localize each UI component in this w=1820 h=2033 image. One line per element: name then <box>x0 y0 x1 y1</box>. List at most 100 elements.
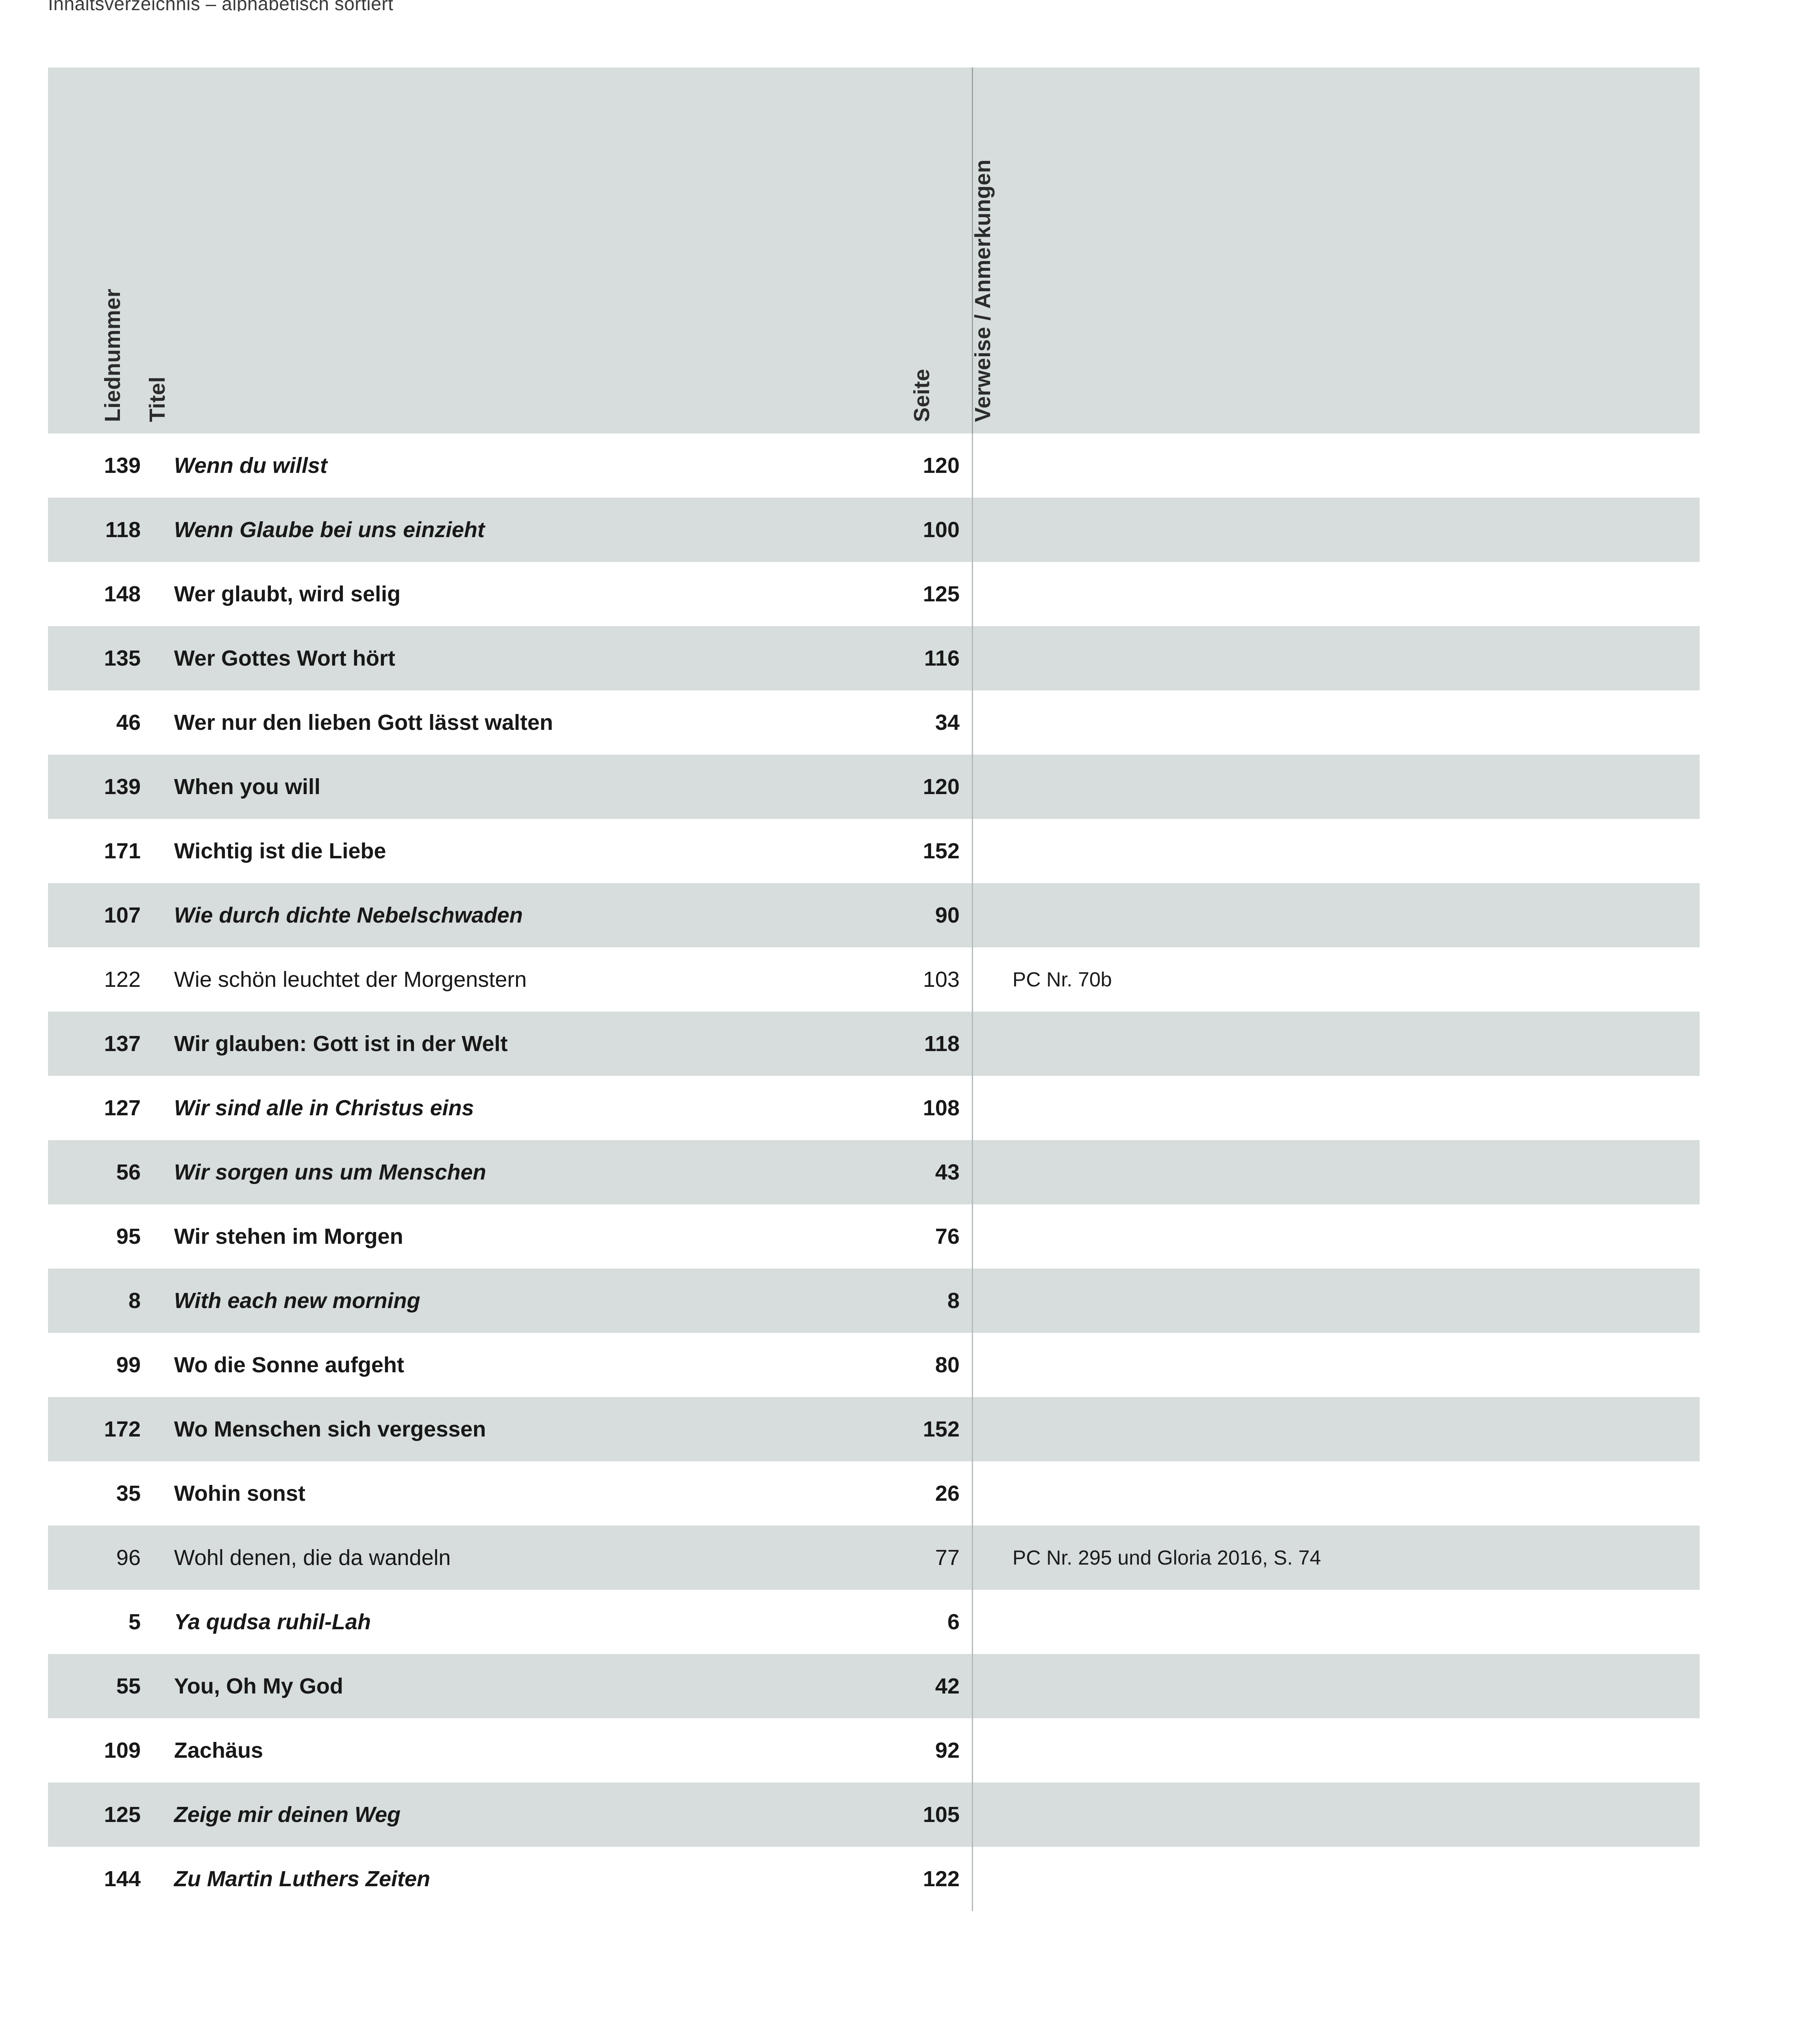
cell-titel: Wer glaubt, wird selig <box>174 582 401 606</box>
cell-liednummer: 109 <box>104 1738 141 1763</box>
cell-seite: 26 <box>935 1481 960 1506</box>
cell-seite: 120 <box>923 775 960 799</box>
cell-liednummer: 46 <box>116 710 141 735</box>
cell-titel: Wer Gottes Wort hört <box>174 646 396 670</box>
column-header-liednummer: Liednummer <box>100 288 125 422</box>
cell-titel: Ya qudsa ruhil-Lah <box>174 1610 371 1634</box>
cell-liednummer: 56 <box>116 1160 141 1184</box>
header-column-divider <box>972 67 973 433</box>
cell-liednummer: 139 <box>104 453 141 478</box>
cell-liednummer: 118 <box>105 518 141 542</box>
cell-seite: 118 <box>924 1032 960 1056</box>
body-column-divider <box>972 433 973 1911</box>
cell-liednummer: 95 <box>116 1224 141 1249</box>
cell-liednummer: 144 <box>104 1867 141 1891</box>
cell-titel: Wichtig ist die Liebe <box>174 839 386 863</box>
table-row: 99 Wo die Sonne aufgeht 80 <box>48 1333 1700 1397</box>
table-row: 137 Wir glauben: Gott ist in der Welt 118 <box>48 1012 1700 1076</box>
cell-seite: 125 <box>923 582 960 606</box>
column-header-titel: Titel <box>145 376 170 422</box>
cell-seite: 8 <box>947 1289 960 1313</box>
cell-titel: When you will <box>174 775 320 799</box>
cell-liednummer: 148 <box>104 582 141 606</box>
table-row: 118 Wenn Glaube bei uns einzieht 100 <box>48 498 1700 562</box>
cell-liednummer: 55 <box>116 1674 141 1698</box>
song-index-table: Liednummer Titel Seite Verweise / Anmerk… <box>48 67 1700 1911</box>
table-row: 139 Wenn du willst 120 <box>48 433 1700 498</box>
cell-liednummer: 125 <box>104 1802 141 1827</box>
cell-liednummer: 96 <box>116 1545 141 1570</box>
table-row: 46 Wer nur den lieben Gott lässt walten 34 <box>48 690 1700 755</box>
cell-seite: 76 <box>935 1224 960 1249</box>
cell-titel: Wie schön leuchtet der Morgenstern <box>174 967 527 992</box>
cell-titel: Zeige mir deinen Weg <box>174 1802 401 1827</box>
table-row: 148 Wer glaubt, wird selig 125 <box>48 562 1700 626</box>
cell-seite: 34 <box>935 710 960 735</box>
table-row: 139 When you will 120 <box>48 755 1700 819</box>
table-row: 56 Wir sorgen uns um Menschen 43 <box>48 1140 1700 1204</box>
cell-seite: 80 <box>935 1353 960 1377</box>
cell-verweise: PC Nr. 295 und Gloria 2016, S. 74 <box>1012 1546 1321 1569</box>
cell-liednummer: 135 <box>104 646 141 670</box>
table-row: 107 Wie durch dichte Nebelschwaden 90 <box>48 883 1700 947</box>
table-row: 95 Wir stehen im Morgen 76 <box>48 1204 1700 1269</box>
table-row: 35 Wohin sonst 26 <box>48 1461 1700 1526</box>
cell-liednummer: 122 <box>104 967 141 992</box>
table-row: 5 Ya qudsa ruhil-Lah 6 <box>48 1590 1700 1654</box>
cell-seite: 116 <box>924 646 960 670</box>
cell-liednummer: 5 <box>128 1610 141 1634</box>
table-row: 172 Wo Menschen sich vergessen 152 <box>48 1397 1700 1461</box>
cell-titel: Wenn du willst <box>174 453 327 478</box>
cell-liednummer: 137 <box>104 1032 141 1056</box>
cell-seite: 152 <box>923 839 960 863</box>
cell-seite: 90 <box>935 903 960 927</box>
table-row: 8 With each new morning 8 <box>48 1269 1700 1333</box>
cell-titel: Wohl denen, die da wandeln <box>174 1545 451 1570</box>
cell-seite: 77 <box>935 1545 960 1570</box>
cell-liednummer: 139 <box>104 775 141 799</box>
table-row: 127 Wir sind alle in Christus eins 108 <box>48 1076 1700 1140</box>
table-row: 125 Zeige mir deinen Weg 105 <box>48 1783 1700 1847</box>
table-row: 122 Wie schön leuchtet der Morgenstern 103… <box>48 947 1700 1012</box>
cell-liednummer: 171 <box>104 839 141 863</box>
cell-seite: 120 <box>923 453 960 478</box>
cell-titel: Wo Menschen sich vergessen <box>174 1417 486 1441</box>
cell-titel: Zu Martin Luthers Zeiten <box>174 1867 431 1891</box>
running-head: Inhaltsverzeichnis – alphabetisch sortie… <box>48 0 394 11</box>
cell-seite: 103 <box>923 967 960 992</box>
cell-seite: 100 <box>923 518 960 542</box>
table-body: 139 Wenn du willst 120 118 Wenn Glaube bei u… <box>48 433 1700 1911</box>
column-header-verweise: Verweise / Anmerkungen <box>971 159 995 422</box>
cell-liednummer: 172 <box>104 1417 141 1441</box>
cell-titel: Wie durch dichte Nebelschwaden <box>174 903 523 927</box>
table-row: 171 Wichtig ist die Liebe 152 <box>48 819 1700 883</box>
cell-seite: 152 <box>923 1417 960 1441</box>
table-header: Liednummer Titel Seite Verweise / Anmerk… <box>48 67 1700 433</box>
table-row: 144 Zu Martin Luthers Zeiten 122 <box>48 1847 1700 1911</box>
cell-liednummer: 35 <box>116 1481 141 1506</box>
cell-seite: 92 <box>935 1738 960 1763</box>
cell-titel: Wir sind alle in Christus eins <box>174 1096 474 1120</box>
cell-liednummer: 127 <box>104 1096 141 1120</box>
cell-titel: Wohin sonst <box>174 1481 305 1506</box>
cell-titel: You, Oh My God <box>174 1674 343 1698</box>
cell-seite: 108 <box>923 1096 960 1120</box>
cell-seite: 42 <box>935 1674 960 1698</box>
cell-titel: Wir stehen im Morgen <box>174 1224 403 1249</box>
table-row: 109 Zachäus 92 <box>48 1718 1700 1783</box>
cell-titel: Wo die Sonne aufgeht <box>174 1353 404 1377</box>
cell-liednummer: 99 <box>116 1353 141 1377</box>
column-header-seite: Seite <box>910 368 934 422</box>
cell-liednummer: 8 <box>128 1289 141 1313</box>
table-row: 55 You, Oh My God 42 <box>48 1654 1700 1718</box>
cell-titel: Wer nur den lieben Gott lässt walten <box>174 710 553 735</box>
cell-verweise: PC Nr. 70b <box>1012 968 1112 991</box>
cell-titel: Zachäus <box>174 1738 263 1763</box>
cell-titel: With each new morning <box>174 1289 420 1313</box>
cell-seite: 43 <box>935 1160 960 1184</box>
cell-titel: Wir sorgen uns um Menschen <box>174 1160 486 1184</box>
cell-titel: Wir glauben: Gott ist in der Welt <box>174 1032 508 1056</box>
cell-seite: 105 <box>923 1802 960 1827</box>
table-row: 96 Wohl denen, die da wandeln 77 PC Nr. 295… <box>48 1526 1700 1590</box>
cell-seite: 6 <box>947 1610 960 1634</box>
